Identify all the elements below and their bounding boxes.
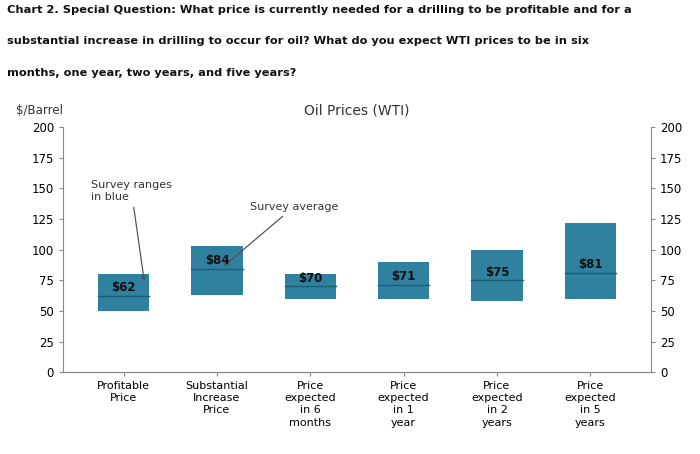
Text: months, one year, two years, and five years?: months, one year, two years, and five ye… (7, 68, 296, 78)
Bar (471, 250, 523, 301)
Bar (98, 274, 149, 311)
Text: $62: $62 (111, 281, 136, 295)
Text: $71: $71 (391, 271, 416, 283)
Text: $75: $75 (484, 266, 510, 278)
Text: $/Barrel: $/Barrel (16, 104, 63, 117)
Text: $84: $84 (204, 255, 230, 267)
Text: Oil Prices (WTI): Oil Prices (WTI) (304, 104, 410, 117)
Text: $70: $70 (298, 271, 323, 285)
Bar (191, 246, 243, 295)
Bar (378, 262, 429, 299)
Text: Survey average: Survey average (225, 202, 338, 266)
Text: Chart 2. Special Question: What price is currently needed for a drilling to be p: Chart 2. Special Question: What price is… (7, 5, 631, 15)
Text: substantial increase in drilling to occur for oil? What do you expect WTI prices: substantial increase in drilling to occu… (7, 36, 589, 46)
Bar (285, 274, 336, 299)
Bar (565, 223, 616, 299)
Text: $81: $81 (578, 258, 603, 271)
Text: Survey ranges
in blue: Survey ranges in blue (91, 180, 172, 280)
